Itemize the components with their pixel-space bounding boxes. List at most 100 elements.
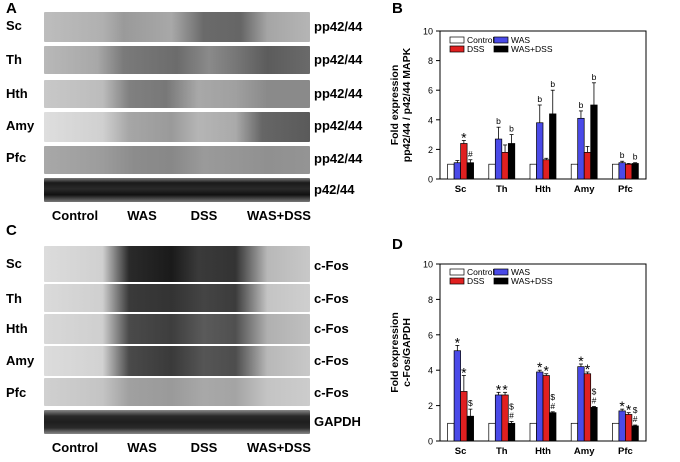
blot-a-strip-hth	[44, 80, 310, 108]
bar-control-pfc	[612, 422, 620, 442]
x-tick-label-pfc: Pfc	[618, 446, 633, 457]
legend-label-control: Control	[467, 35, 495, 45]
significance-mark: *	[496, 381, 502, 397]
significance-mark: *	[461, 130, 467, 146]
significance-mark: $	[509, 402, 514, 412]
y-tick-label: 10	[423, 27, 433, 37]
blot-a-strip-amy	[44, 112, 310, 142]
blot-c-region-sc: Sc	[6, 256, 22, 271]
significance-mark: *	[461, 365, 467, 381]
bar-dss-th	[501, 152, 509, 180]
blot-a-band-label-amy: pp42/44	[314, 118, 363, 133]
legend-label-dss: DSS	[467, 44, 485, 54]
legend-label-control: Control	[467, 267, 495, 277]
bar-was-sc	[453, 350, 461, 442]
bar-was-dss-amy	[590, 407, 598, 442]
bar-was-amy	[577, 366, 585, 442]
legend-label-was-dss: WAS+DSS	[511, 276, 553, 286]
blot-a-band-label-loading: p42/44	[314, 182, 355, 197]
bar-control-amy	[570, 422, 579, 442]
blot-c-lane-control: Control	[51, 440, 99, 455]
significance-mark: $	[550, 392, 555, 402]
y-tick-label: 4	[428, 115, 433, 125]
bar-dss-amy	[583, 152, 592, 180]
bar-control-th	[488, 422, 496, 442]
legend-swatch-dss	[449, 45, 465, 53]
panel-c-label: C	[6, 222, 17, 239]
blot-a-strip-sc	[44, 12, 310, 42]
blot-c-band-label-hth: c-Fos	[314, 321, 349, 336]
significance-mark: *	[502, 381, 508, 397]
significance-mark: #	[592, 395, 597, 405]
y-axis-label: pp42/44 / p42/44 MAPK	[401, 47, 413, 162]
bar-was-hth	[536, 122, 544, 180]
bar-was-hth	[536, 371, 544, 442]
significance-mark: b	[579, 100, 584, 110]
bar-was-pfc	[618, 410, 626, 442]
panel-b-label: B	[392, 0, 403, 17]
bar-was-dss-sc	[466, 415, 474, 442]
legend-swatch-was-dss	[493, 277, 509, 285]
legend-label-dss: DSS	[467, 276, 485, 286]
legend-swatch-control	[449, 36, 465, 44]
blot-a-region-amy: Amy	[6, 118, 35, 133]
bar-dss-pfc	[625, 163, 633, 180]
bar-control-sc	[447, 163, 455, 180]
y-axis-label: Fold expression	[390, 65, 401, 146]
legend-swatch-control	[449, 268, 465, 276]
legend-label-was: WAS	[511, 35, 530, 45]
y-tick-label: 2	[428, 401, 433, 411]
significance-mark: b	[550, 79, 555, 89]
bar-dss-amy	[583, 373, 592, 442]
blot-c-strip-th	[44, 284, 310, 312]
significance-mark: b	[633, 152, 638, 162]
y-tick-label: 2	[428, 145, 433, 155]
bar-control-th	[488, 163, 496, 180]
x-tick-label-amy: Amy	[574, 184, 595, 195]
bar-was-th	[494, 394, 503, 442]
blot-c-band-label-pfc: c-Fos	[314, 385, 349, 400]
blot-a-band-label-th: pp42/44	[314, 52, 363, 67]
blot-c-strip-amy	[44, 346, 310, 376]
x-tick-label-amy: Amy	[574, 446, 595, 457]
bar-control-pfc	[612, 163, 620, 180]
blot-a-region-hth: Hth	[6, 86, 28, 101]
x-tick-label-pfc: Pfc	[618, 184, 633, 195]
blot-a-lane-control: Control	[51, 208, 99, 223]
significance-mark: *	[578, 353, 584, 369]
blot-c-region-pfc: Pfc	[6, 385, 27, 400]
bar-was-dss-hth	[549, 412, 557, 442]
significance-mark: #	[509, 411, 514, 421]
bar-was-dss-th	[507, 143, 516, 180]
significance-mark: #	[633, 414, 638, 424]
bar-was-dss-pfc	[631, 163, 639, 180]
y-tick-label: 0	[428, 437, 433, 447]
blot-a-band-label-sc: pp42/44	[314, 19, 363, 34]
bar-was-dss-pfc	[631, 425, 639, 442]
blot-a-region-pfc: Pfc	[6, 150, 27, 165]
x-tick-label-hth: Hth	[535, 184, 551, 195]
y-tick-label: 8	[428, 295, 433, 305]
blot-a-region-th: Th	[6, 52, 22, 67]
y-axis-label: Fold expression	[390, 312, 401, 393]
blot-a-strip-p42-44	[44, 178, 310, 202]
legend-label-was: WAS	[511, 267, 530, 277]
legend-swatch-dss	[449, 277, 465, 285]
significance-mark: b	[620, 150, 625, 160]
significance-mark: b	[496, 116, 501, 126]
significance-mark: $	[633, 405, 638, 415]
y-tick-label: 6	[428, 330, 433, 340]
significance-mark: #	[550, 401, 555, 411]
significance-mark: *	[626, 402, 632, 418]
blot-c-band-label-sc: c-Fos	[314, 258, 349, 273]
legend-swatch-was-dss	[493, 45, 509, 53]
bar-dss-hth	[542, 159, 550, 180]
bar-control-hth	[529, 163, 537, 180]
blot-a-region-sc: Sc	[6, 18, 22, 33]
y-tick-label: 8	[428, 56, 433, 66]
blot-c-strip-gapdh	[44, 410, 310, 434]
blot-a-lane-was: WAS	[127, 208, 157, 223]
legend-swatch-was	[493, 36, 509, 44]
significance-mark: b	[592, 72, 597, 82]
bar-control-hth	[529, 422, 537, 442]
